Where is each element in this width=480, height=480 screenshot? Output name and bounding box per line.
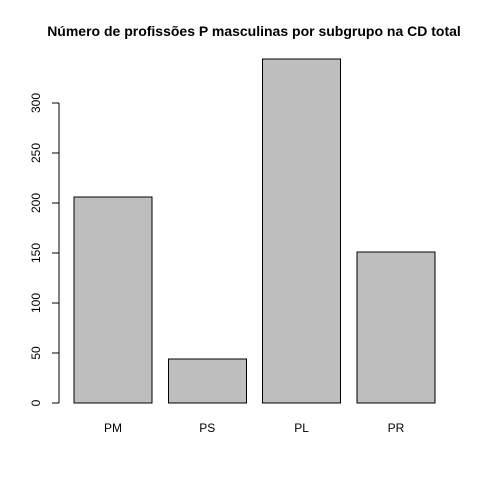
x-axis-labels: PM PS PL PR [104,421,405,435]
bar-pl [262,58,342,404]
chart-title: Número de profissões P masculinas por su… [47,23,461,39]
y-axis: 0 50 100 150 200 250 300 [29,93,60,406]
x-tick-label: PM [104,421,122,435]
y-tick-label: 50 [29,346,43,360]
y-tick-label: 0 [29,399,43,406]
bar-pm [73,196,153,404]
x-tick-label: PL [294,421,309,435]
bar-ps [167,358,247,404]
y-tick-label: 200 [29,193,43,213]
y-tick-label: 150 [29,243,43,263]
bar-pr [356,251,436,404]
y-tick-label: 300 [29,93,43,113]
bars [73,58,436,404]
y-tick-label: 250 [29,143,43,163]
x-tick-label: PR [388,421,405,435]
x-tick-label: PS [199,421,215,435]
y-tick-label: 100 [29,293,43,313]
